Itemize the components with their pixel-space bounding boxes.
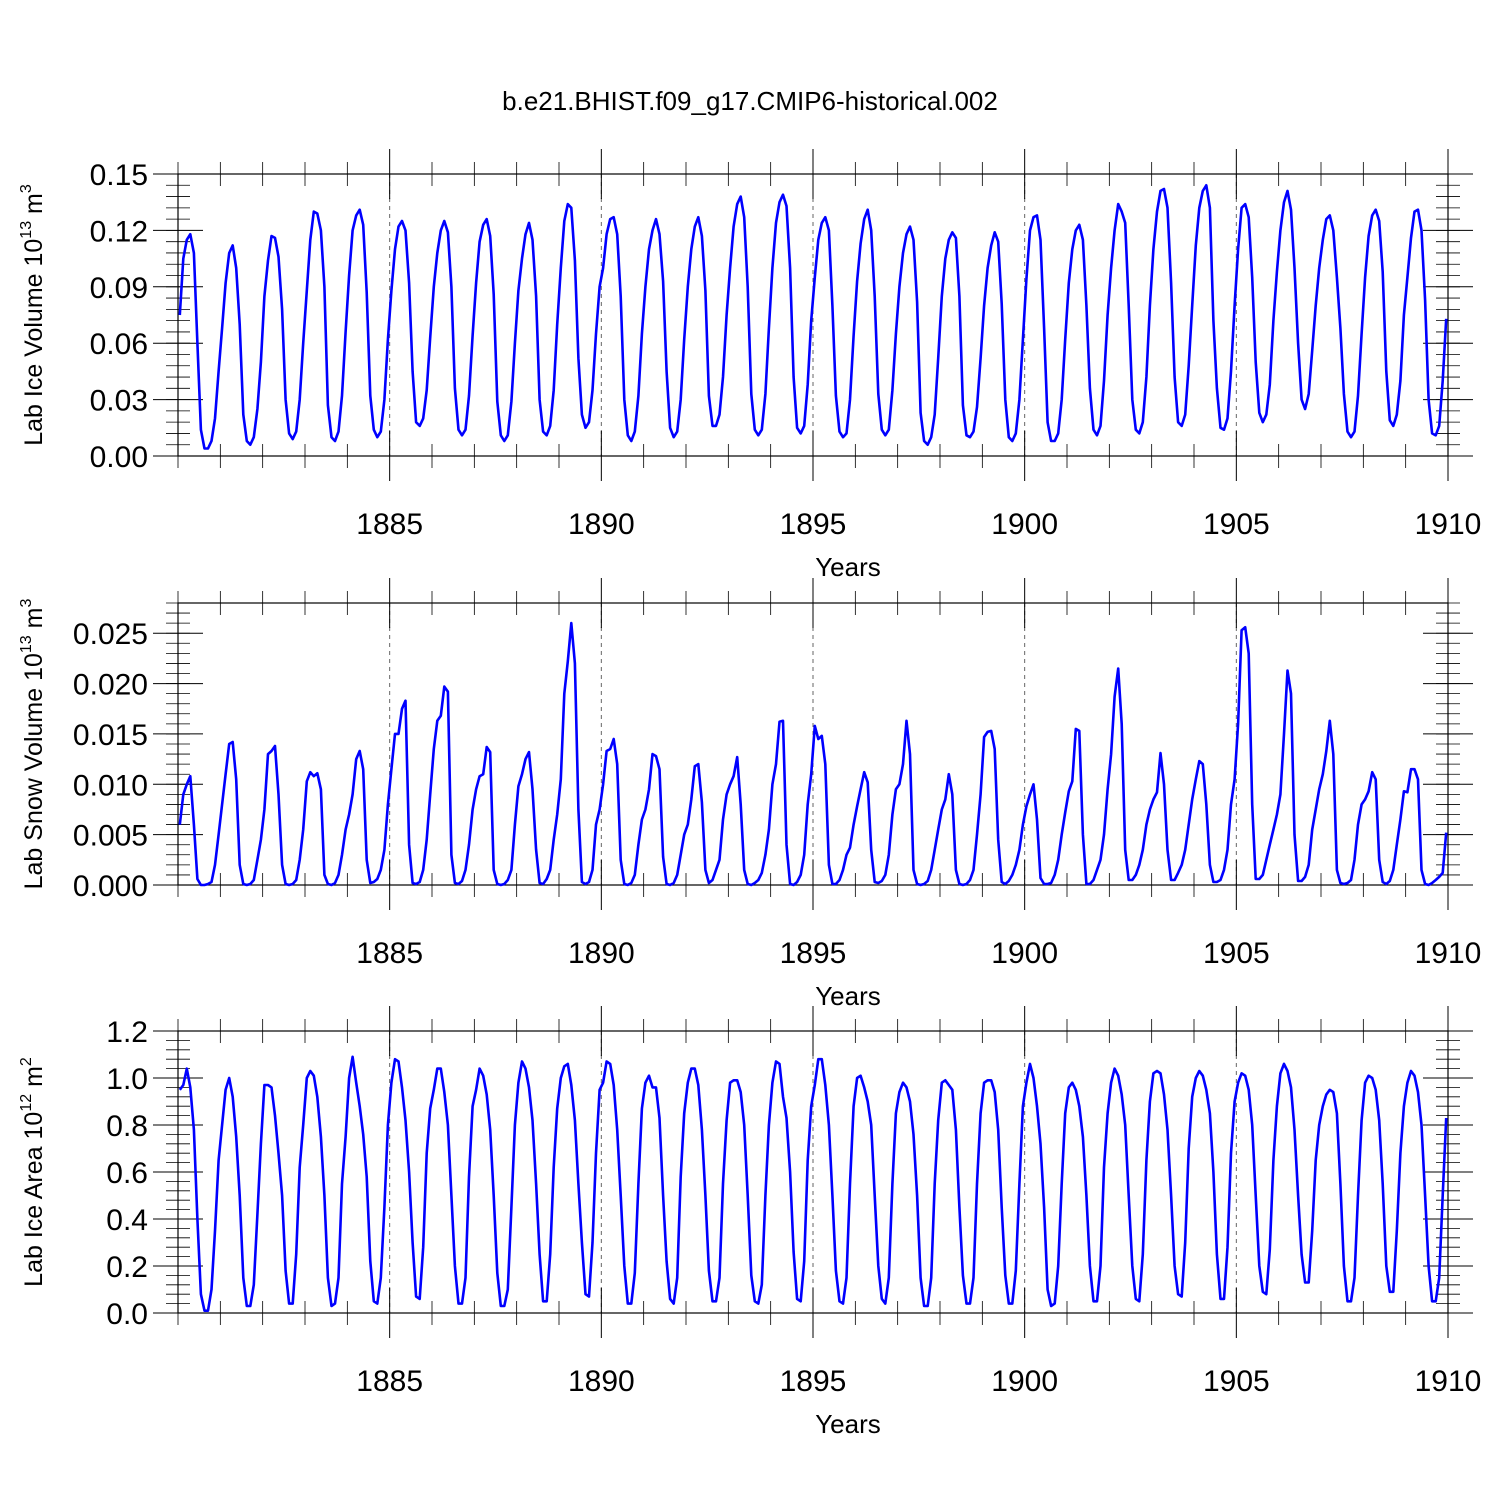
series-line-2: [178, 621, 1448, 887]
series-line-3: [178, 1055, 1448, 1312]
x-axis-label: Years: [815, 981, 881, 1011]
y-tick-label: 1.2: [106, 1016, 148, 1049]
x-tick-label: 1905: [1203, 937, 1270, 970]
x-tick-label: 1890: [568, 508, 635, 541]
y-tick-label: 1.0: [106, 1063, 148, 1096]
chart-panel-1: 0.00 0.03 0.06 0.09 0.12 0.15 1885 1890 1895 1900…: [18, 149, 1481, 582]
x-tick-label: 1890: [568, 1365, 635, 1398]
page-title: b.e21.BHIST.f09_g17.CMIP6-historical.002: [502, 86, 998, 116]
x-tick-label: 1910: [1415, 937, 1482, 970]
chart-panel-3: 0.0 0.2 0.4 0.6 0.8 1.0 1.2 1885 1890 1895 1900 190…: [18, 1006, 1481, 1439]
x-axis-label: Years: [815, 552, 881, 582]
y-axis-label: Lab Ice Area 1012 m2: [18, 1057, 48, 1287]
x-tick-label: 1910: [1415, 1365, 1482, 1398]
x-tick-label: 1885: [356, 937, 423, 970]
y-tick-label: 0.15: [90, 159, 148, 192]
x-tick-label: 1900: [991, 937, 1058, 970]
y-tick-label: 0.000: [73, 870, 148, 903]
y-tick-label: 0.025: [73, 618, 148, 651]
y-tick-label: 0.2: [106, 1251, 148, 1284]
x-tick-label: 1885: [356, 1365, 423, 1398]
x-tick-label: 1910: [1415, 508, 1482, 541]
y-tick-label: 0.8: [106, 1110, 148, 1143]
x-tick-label: 1895: [780, 1365, 847, 1398]
y-tick-label: 0.020: [73, 669, 148, 702]
x-tick-label: 1905: [1203, 1365, 1270, 1398]
x-tick-label: 1895: [780, 508, 847, 541]
y-tick-label: 0.09: [90, 272, 148, 305]
y-tick-label: 0.06: [90, 328, 148, 361]
y-tick-label: 0.015: [73, 719, 148, 752]
chart-panel-2: 0.000 0.005 0.010 0.015 0.020 0.025 1885 1890 18…: [18, 578, 1481, 1011]
x-tick-label: 1885: [356, 508, 423, 541]
y-tick-label: 0.005: [73, 820, 148, 853]
series-line-1: [178, 184, 1448, 450]
y-tick-label: 0.6: [106, 1157, 148, 1190]
x-tick-label: 1905: [1203, 508, 1270, 541]
y-tick-label: 0.00: [90, 441, 148, 474]
x-tick-label: 1900: [991, 1365, 1058, 1398]
x-tick-label: 1890: [568, 937, 635, 970]
x-axis-label: Years: [815, 1409, 881, 1439]
y-axis-label: Lab Ice Volume 1013 m3: [18, 184, 48, 446]
y-tick-label: 0.010: [73, 769, 148, 802]
y-tick-label: 0.03: [90, 385, 148, 418]
y-tick-label: 0.12: [90, 215, 148, 248]
x-tick-label: 1900: [991, 508, 1058, 541]
y-axis-label: Lab Snow Volume 1013 m3: [18, 599, 48, 890]
y-tick-label: 0.4: [106, 1204, 148, 1237]
y-tick-label: 0.0: [106, 1298, 148, 1331]
x-tick-label: 1895: [780, 937, 847, 970]
